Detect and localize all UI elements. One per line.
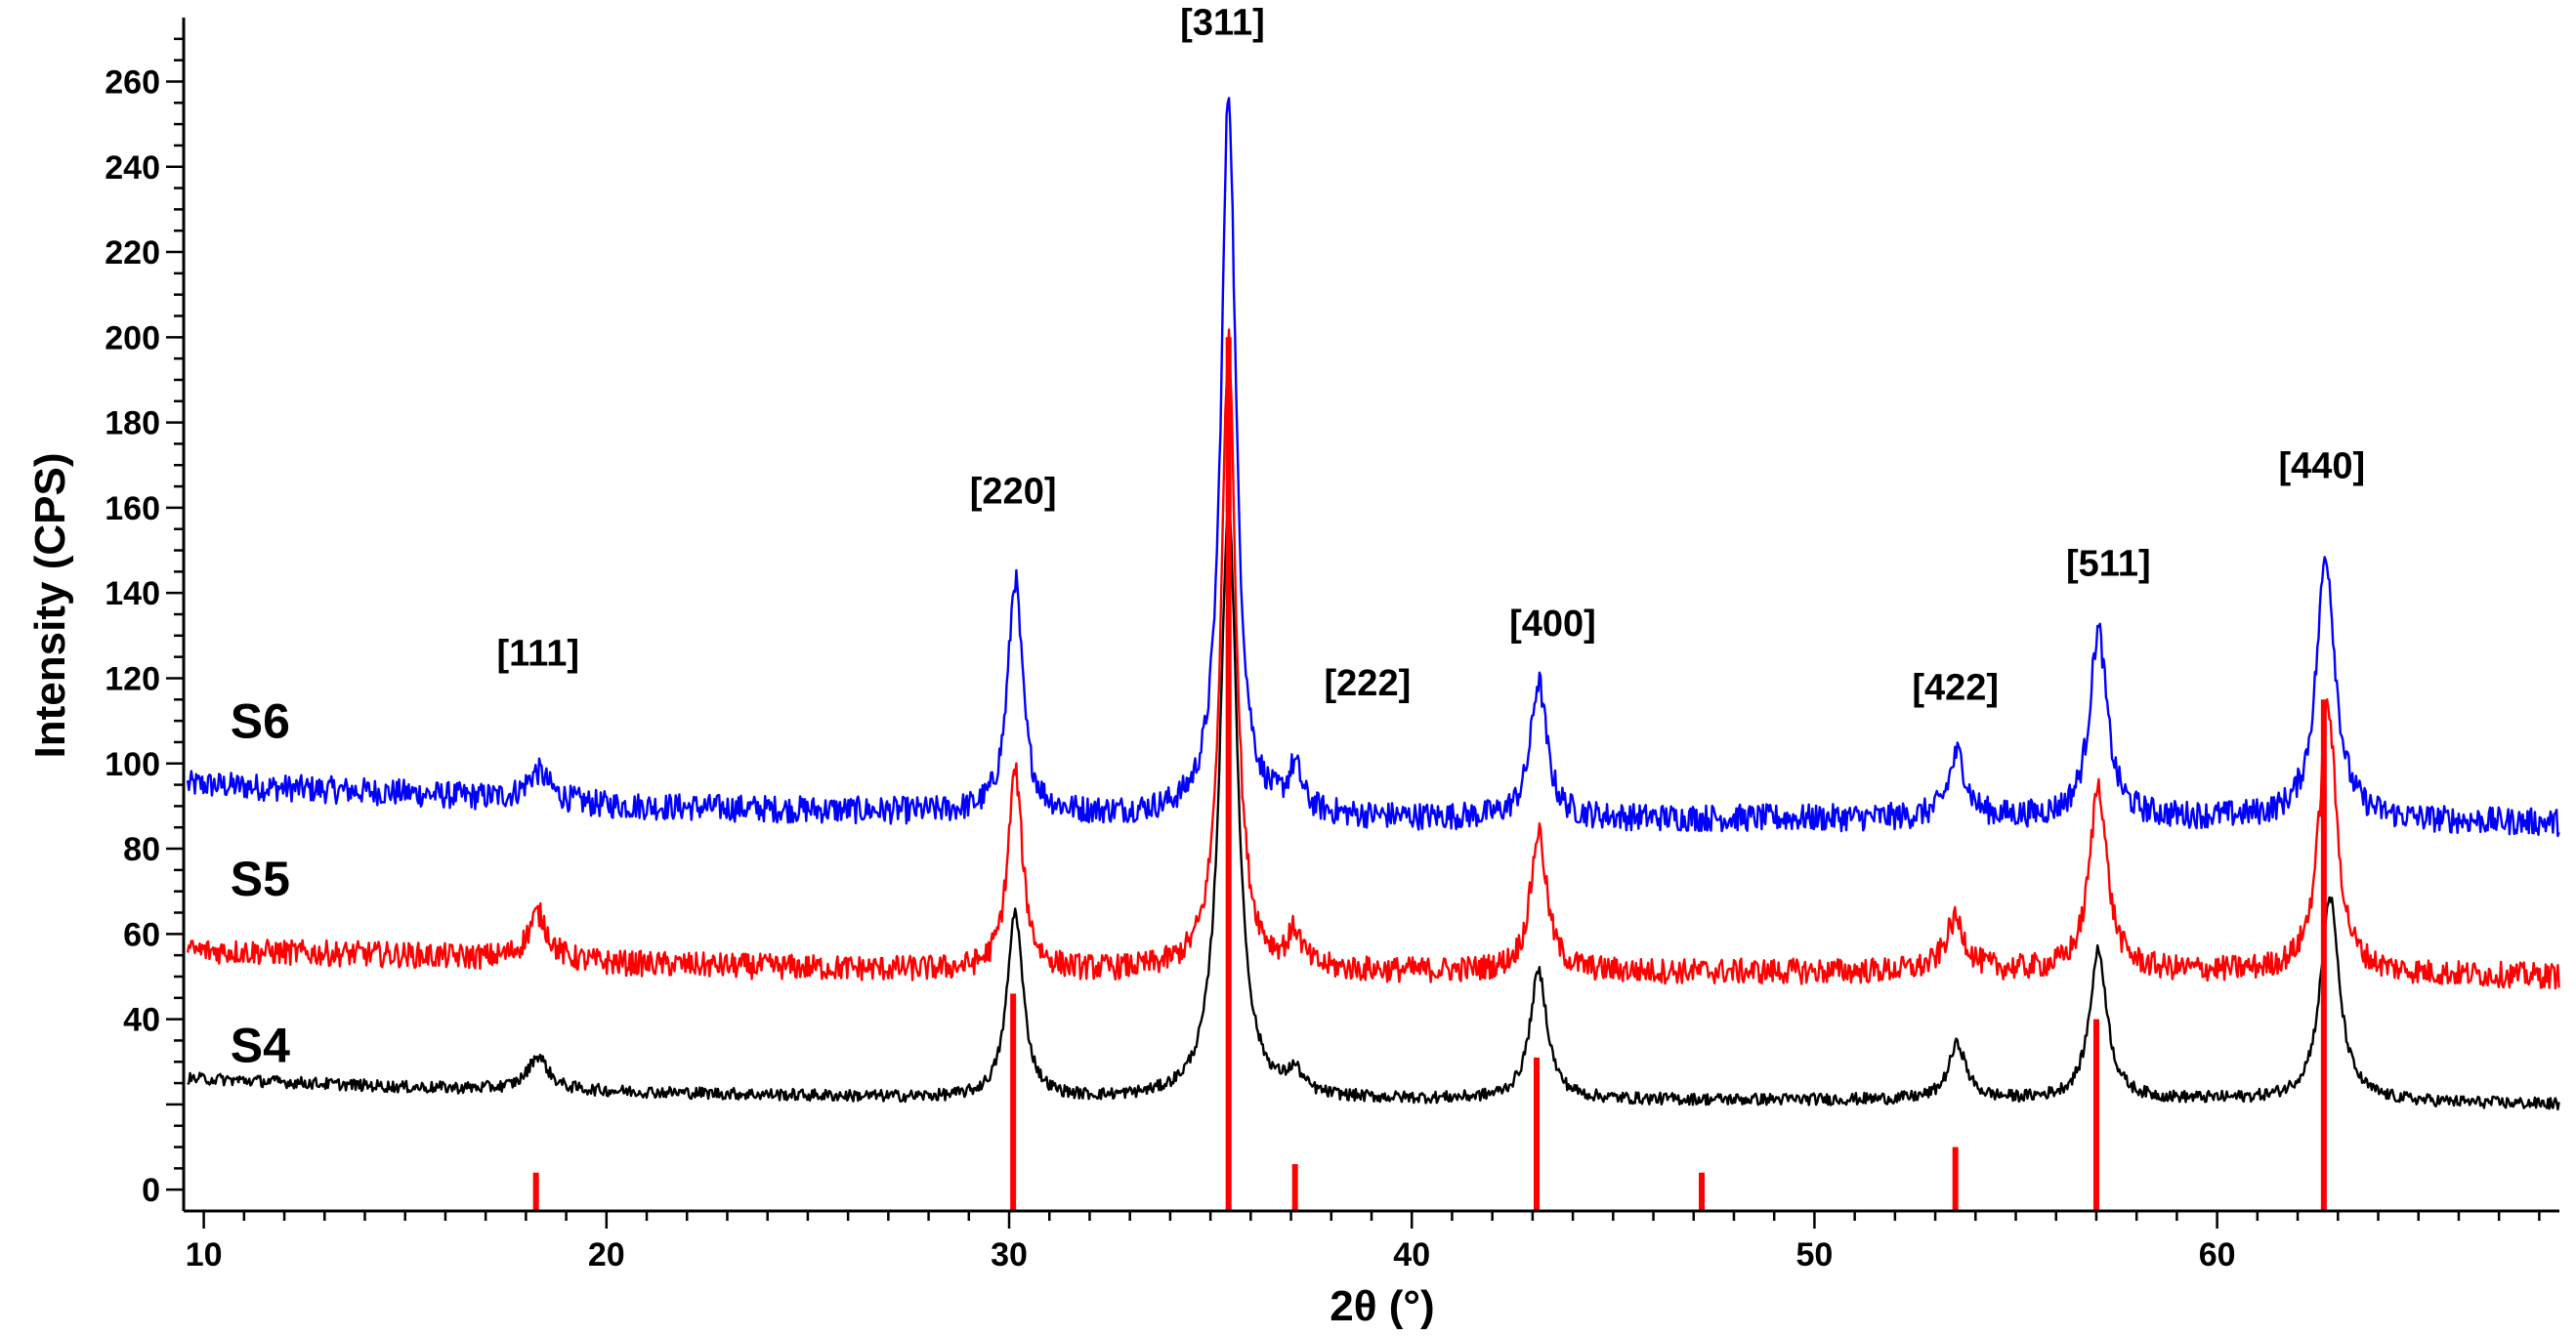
y-tick-label: 120 xyxy=(105,660,160,697)
reference-line-2 xyxy=(1225,337,1232,1212)
y-tick-label: 80 xyxy=(123,831,160,868)
reference-line-3 xyxy=(1291,1163,1298,1211)
series-line-s5 xyxy=(186,328,2560,990)
y-tick-label: 140 xyxy=(105,575,160,612)
reference-line-5 xyxy=(1699,1172,1706,1211)
y-tick-label: 0 xyxy=(142,1172,160,1209)
peak-label: [422] xyxy=(1912,667,1999,708)
reference-line-8 xyxy=(2320,699,2327,1211)
reference-line-4 xyxy=(1534,1057,1541,1211)
x-tick-label: 50 xyxy=(1796,1236,1834,1273)
sample-label-s6: S6 xyxy=(231,694,290,749)
y-axis-title: Intensity (CPS) xyxy=(26,453,74,759)
peak-label: [222] xyxy=(1325,663,1412,704)
reference-line-1 xyxy=(1010,993,1017,1211)
y-tick-label: 220 xyxy=(105,234,160,271)
axes-group: 10 20 30 40 50 60 0 40 60 80 100 120 140 160 180 200 220… xyxy=(105,18,2559,1273)
x-tick-label: 60 xyxy=(2199,1236,2236,1273)
y-tick-label: 260 xyxy=(105,63,160,101)
reference-line-7 xyxy=(2092,1019,2099,1211)
series-line-s6 xyxy=(186,97,2560,838)
y-tick-label: 180 xyxy=(105,405,160,442)
series-line-s4 xyxy=(187,502,2560,1111)
y-tick-label: 100 xyxy=(105,746,160,783)
x-axis-title: 2θ (°) xyxy=(1330,1282,1434,1330)
y-tick-label: 60 xyxy=(123,916,160,953)
sample-label-s5: S5 xyxy=(231,852,290,906)
y-tick-label: 40 xyxy=(123,1002,160,1039)
peak-label: [111] xyxy=(496,633,579,674)
reference-line-0 xyxy=(532,1172,539,1211)
x-tick-label: 20 xyxy=(588,1236,625,1273)
x-tick-label: 40 xyxy=(1393,1236,1430,1273)
peak-label: [220] xyxy=(970,472,1057,513)
x-tick-label: 30 xyxy=(991,1236,1028,1273)
peak-label: [511] xyxy=(2066,544,2151,585)
peak-label: [311] xyxy=(1180,2,1265,43)
reference-lines-group xyxy=(532,337,2327,1212)
y-tick-label: 160 xyxy=(105,490,160,527)
y-tick-label: 240 xyxy=(105,149,160,187)
peak-label: [400] xyxy=(1509,604,1596,645)
annotation-group: [111] [220] [311] [222] [400] [422] [511] [440]… xyxy=(231,2,2365,1072)
sample-label-s4: S4 xyxy=(231,1018,290,1072)
series-group xyxy=(186,97,2560,1111)
peak-label: [440] xyxy=(2278,445,2365,486)
y-tick-label: 200 xyxy=(105,319,160,356)
reference-line-6 xyxy=(1952,1147,1959,1211)
x-tick-label: 10 xyxy=(186,1236,223,1273)
